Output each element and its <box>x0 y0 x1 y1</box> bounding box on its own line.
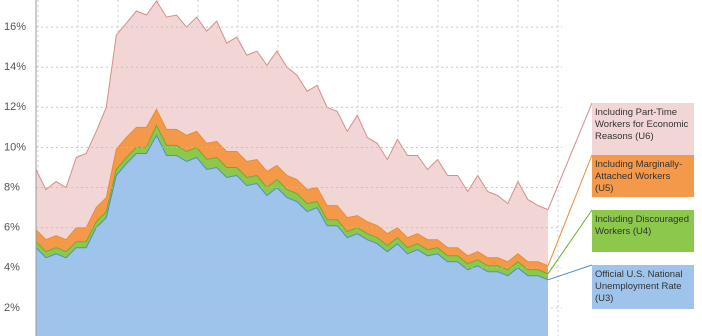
y-tick-label: 8% <box>4 181 20 193</box>
y-tick-label: 2% <box>4 302 20 314</box>
legend-entry: Including Discouraged Workers (U4) <box>592 210 694 252</box>
legend-entry: Including Marginally-Attached Workers (U… <box>592 155 694 197</box>
leader-line <box>547 154 593 266</box>
line <box>35 108 549 267</box>
line <box>35 0 549 211</box>
leader-line <box>547 264 593 281</box>
line <box>35 134 549 281</box>
y-tick-label: 16% <box>4 21 26 33</box>
y-tick-label: 10% <box>4 141 26 153</box>
y-tick-label: 14% <box>4 61 26 73</box>
legend-entry: Official U.S. National Unemployment Rate… <box>592 265 694 309</box>
leader-line <box>547 209 593 275</box>
y-tick-label: 6% <box>4 222 20 234</box>
area <box>36 135 548 336</box>
line <box>35 124 549 275</box>
leader-line <box>547 102 593 210</box>
y-tick-label: 4% <box>4 262 20 274</box>
y-tick-label: 12% <box>4 101 26 113</box>
